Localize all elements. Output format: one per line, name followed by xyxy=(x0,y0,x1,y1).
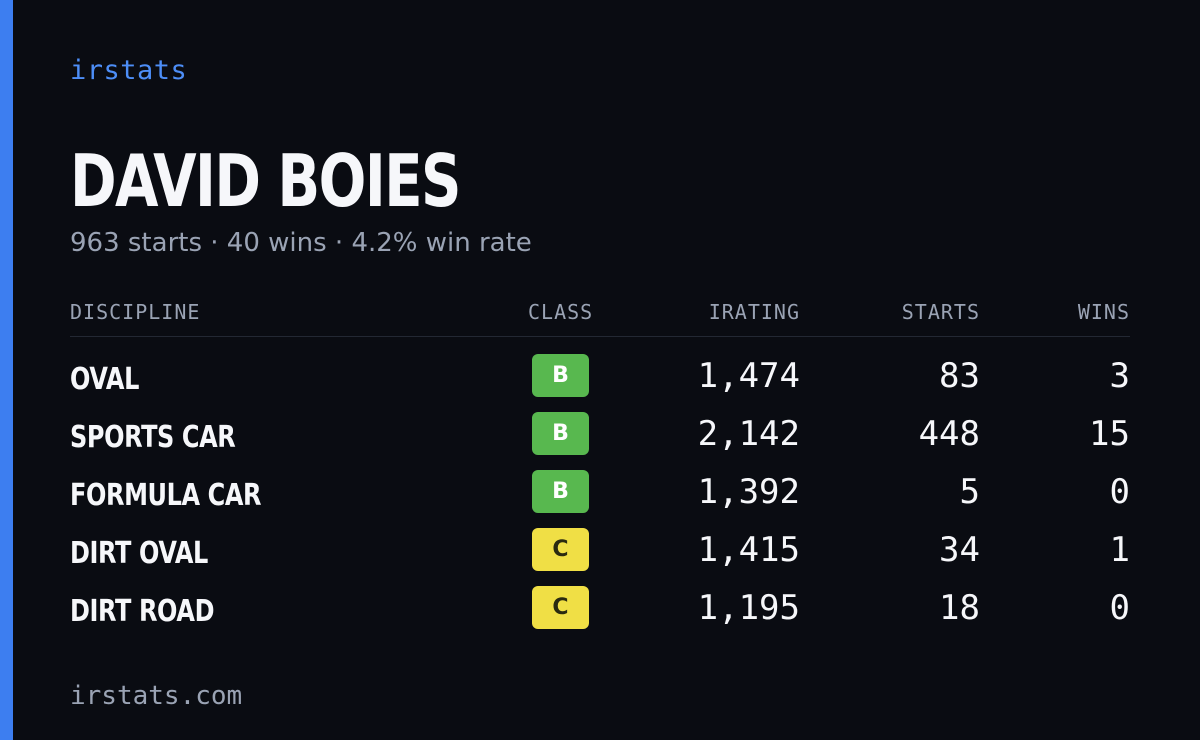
column-header-wins: WINS xyxy=(1077,300,1130,324)
brand-logo: irstats xyxy=(70,55,188,86)
irating-value: 1,195 xyxy=(697,588,800,628)
table-header: DISCIPLINE CLASS IRATING STARTS WINS xyxy=(70,300,1130,337)
wins-value: 15 xyxy=(1089,414,1130,454)
column-header-class: CLASS xyxy=(528,300,594,324)
irating-value: 2,142 xyxy=(697,414,800,454)
table-row: SPORTS CAR B 2,142 448 15 xyxy=(70,408,1130,466)
irating-value: 1,474 xyxy=(697,356,800,396)
column-header-irating: IRATING xyxy=(708,300,800,324)
column-header-starts: STARTS xyxy=(901,300,980,324)
table-row: DIRT OVAL C 1,415 34 1 xyxy=(70,524,1130,582)
column-header-discipline: DISCIPLINE xyxy=(70,300,201,324)
wins-value: 3 xyxy=(1109,356,1130,396)
wins-value: 0 xyxy=(1109,588,1130,628)
driver-summary: 963 starts · 40 wins · 4.2% win rate xyxy=(70,228,532,258)
discipline-name: DIRT OVAL xyxy=(70,536,208,571)
table-row: FORMULA CAR B 1,392 5 0 xyxy=(70,466,1130,524)
driver-name: DAVID BOIES xyxy=(70,139,461,223)
class-badge: C xyxy=(532,528,589,571)
discipline-name: SPORTS CAR xyxy=(70,420,236,455)
discipline-name: FORMULA CAR xyxy=(70,478,262,513)
discipline-name: OVAL xyxy=(70,362,139,397)
starts-value: 83 xyxy=(939,356,980,396)
wins-value: 0 xyxy=(1109,472,1130,512)
stats-table-body: OVAL B 1,474 83 3 SPORTS CAR B 2,142 448… xyxy=(70,350,1130,640)
wins-value: 1 xyxy=(1109,530,1130,570)
starts-value: 18 xyxy=(939,588,980,628)
discipline-name: DIRT ROAD xyxy=(70,594,215,629)
table-row: DIRT ROAD C 1,195 18 0 xyxy=(70,582,1130,640)
irating-value: 1,415 xyxy=(697,530,800,570)
footer-site-url: irstats.com xyxy=(70,681,243,711)
class-badge: B xyxy=(532,412,589,455)
accent-bar xyxy=(0,0,13,740)
class-badge: B xyxy=(532,354,589,397)
starts-value: 34 xyxy=(939,530,980,570)
starts-value: 5 xyxy=(959,472,980,512)
table-row: OVAL B 1,474 83 3 xyxy=(70,350,1130,408)
class-badge: B xyxy=(532,470,589,513)
starts-value: 448 xyxy=(918,414,980,454)
irating-value: 1,392 xyxy=(697,472,800,512)
class-badge: C xyxy=(532,586,589,629)
